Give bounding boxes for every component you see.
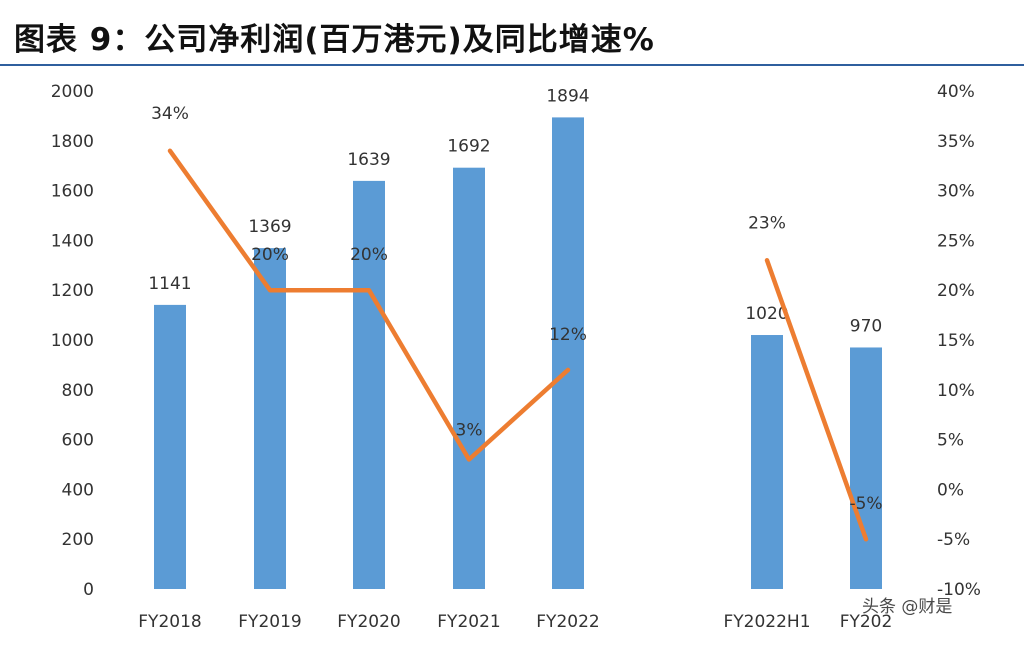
- growth-rate-label: 20%: [350, 245, 388, 265]
- right-axis-tick: 35%: [937, 132, 975, 152]
- right-axis-tick: -5%: [937, 530, 970, 550]
- growth-rate-label: 23%: [748, 213, 786, 233]
- growth-rate-label: 34%: [151, 104, 189, 124]
- growth-line-segment-1: [167, 148, 571, 462]
- bar-fy2022: [552, 117, 584, 590]
- right-axis-tick: -10%: [937, 580, 981, 600]
- bar-fy2021: [453, 167, 485, 589]
- left-axis-tick: 2000: [51, 82, 94, 102]
- left-axis-tick: 1000: [51, 331, 94, 351]
- bar-value-label: 1141: [148, 274, 191, 294]
- x-axis-tick: FY202: [840, 612, 893, 632]
- left-axis-tick: 1600: [51, 182, 94, 202]
- bar-fy2022h1: [751, 335, 783, 589]
- bar-fy2020: [353, 180, 385, 589]
- left-axis-tick: 800: [62, 381, 94, 401]
- left-axis-tick: 200: [62, 530, 94, 550]
- growth-rate-label: 20%: [251, 245, 289, 265]
- bar-fy2023h1: [850, 347, 882, 589]
- left-axis-tick: 0: [83, 580, 94, 600]
- title-divider: [0, 64, 1024, 66]
- right-axis-tick: 30%: [937, 182, 975, 202]
- x-axis-tick: FY2022H1: [723, 612, 810, 632]
- left-axis-tick: 600: [62, 431, 94, 451]
- bar-value-label: 1692: [447, 137, 490, 157]
- left-axis-tick: 1800: [51, 132, 94, 152]
- left-axis-tick: 1200: [51, 281, 94, 301]
- x-axis-tick: FY2020: [337, 612, 400, 632]
- growth-line-segment-2: [764, 258, 869, 542]
- bar-value-label: 1369: [248, 217, 291, 237]
- watermark-text: 头条 @财是: [862, 597, 953, 617]
- right-axis-tick: 20%: [937, 281, 975, 301]
- bar-value-label: 1020: [745, 304, 788, 324]
- bar-value-label: 970: [850, 316, 882, 336]
- growth-rate-label: 12%: [549, 325, 587, 345]
- bar-fy2019: [254, 248, 286, 589]
- right-axis-tick: 40%: [937, 82, 975, 102]
- x-axis-tick: FY2018: [138, 612, 201, 632]
- bar-value-label: 1639: [347, 150, 390, 170]
- right-axis-tick: 10%: [937, 381, 975, 401]
- right-axis-tick: 15%: [937, 331, 975, 351]
- bar-fy2018: [154, 304, 186, 589]
- left-axis-tick: 400: [62, 480, 94, 500]
- right-axis-tick: 25%: [937, 231, 975, 251]
- bar-value-label: 1894: [546, 86, 589, 106]
- chart-title: 图表 9：公司净利润(百万港元)及同比增速%: [14, 22, 655, 58]
- right-axis-tick: 0%: [937, 480, 964, 500]
- right-axis-tick: 5%: [937, 431, 964, 451]
- left-axis-tick: 1400: [51, 231, 94, 251]
- growth-rate-label: 3%: [456, 421, 483, 441]
- growth-rate-label: -5%: [849, 494, 882, 514]
- x-axis-tick: FY2022: [536, 612, 599, 632]
- x-axis-tick: FY2021: [437, 612, 500, 632]
- x-axis-tick: FY2019: [238, 612, 301, 632]
